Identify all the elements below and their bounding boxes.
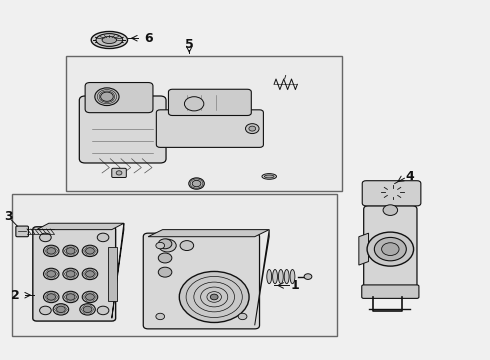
Circle shape <box>40 233 51 242</box>
Text: 4: 4 <box>405 170 414 183</box>
FancyBboxPatch shape <box>364 206 417 293</box>
Ellipse shape <box>265 175 274 178</box>
Text: 5: 5 <box>185 38 194 51</box>
Ellipse shape <box>267 270 271 284</box>
Circle shape <box>179 271 249 323</box>
Ellipse shape <box>262 174 276 179</box>
Circle shape <box>63 245 78 257</box>
Circle shape <box>44 291 59 303</box>
Circle shape <box>238 313 247 320</box>
FancyBboxPatch shape <box>169 89 251 116</box>
Circle shape <box>158 253 172 263</box>
Circle shape <box>47 271 55 277</box>
FancyBboxPatch shape <box>156 110 264 147</box>
Circle shape <box>47 248 55 254</box>
Circle shape <box>382 243 399 256</box>
Ellipse shape <box>102 36 117 44</box>
Circle shape <box>159 239 176 252</box>
Polygon shape <box>37 223 124 230</box>
Circle shape <box>47 294 55 300</box>
Circle shape <box>66 248 75 254</box>
Text: 1: 1 <box>291 279 300 292</box>
Circle shape <box>66 271 75 277</box>
FancyBboxPatch shape <box>112 168 126 177</box>
Bar <box>12 194 337 336</box>
FancyBboxPatch shape <box>33 227 116 321</box>
Circle shape <box>100 92 113 101</box>
Circle shape <box>116 171 122 175</box>
Circle shape <box>63 268 78 280</box>
FancyBboxPatch shape <box>85 82 153 113</box>
Circle shape <box>156 242 165 249</box>
Text: 2: 2 <box>11 289 20 302</box>
Ellipse shape <box>284 270 289 284</box>
Circle shape <box>304 274 312 279</box>
Bar <box>108 247 117 301</box>
Circle shape <box>158 239 172 249</box>
Circle shape <box>156 313 165 320</box>
Circle shape <box>367 232 414 266</box>
Circle shape <box>383 205 397 215</box>
Circle shape <box>210 294 218 300</box>
Circle shape <box>80 304 96 315</box>
Circle shape <box>44 268 59 280</box>
Circle shape <box>82 268 98 280</box>
Circle shape <box>374 238 406 261</box>
Polygon shape <box>359 233 368 265</box>
Ellipse shape <box>278 270 283 284</box>
Ellipse shape <box>272 270 277 284</box>
Circle shape <box>184 97 204 111</box>
Polygon shape <box>112 223 124 318</box>
Circle shape <box>86 248 95 254</box>
Circle shape <box>82 245 98 257</box>
FancyBboxPatch shape <box>362 181 421 206</box>
Ellipse shape <box>290 270 295 284</box>
Circle shape <box>189 178 204 189</box>
FancyBboxPatch shape <box>143 233 260 329</box>
Text: 3: 3 <box>4 210 13 223</box>
Circle shape <box>82 291 98 303</box>
FancyBboxPatch shape <box>16 226 28 237</box>
Circle shape <box>40 306 51 315</box>
Circle shape <box>158 267 172 277</box>
Circle shape <box>95 88 119 105</box>
Circle shape <box>180 240 194 251</box>
Circle shape <box>66 294 75 300</box>
Circle shape <box>83 306 92 312</box>
Polygon shape <box>255 230 269 325</box>
Ellipse shape <box>91 31 127 49</box>
Circle shape <box>86 294 95 300</box>
FancyBboxPatch shape <box>362 285 419 298</box>
Circle shape <box>97 233 109 242</box>
Circle shape <box>97 306 109 315</box>
Bar <box>66 56 342 191</box>
Circle shape <box>192 180 201 187</box>
Circle shape <box>53 304 69 315</box>
Circle shape <box>56 306 65 312</box>
Circle shape <box>245 123 259 134</box>
Circle shape <box>63 291 78 303</box>
Text: 6: 6 <box>144 32 153 45</box>
Ellipse shape <box>96 33 122 46</box>
Circle shape <box>86 271 95 277</box>
Circle shape <box>249 126 256 131</box>
Polygon shape <box>148 230 269 237</box>
Circle shape <box>44 245 59 257</box>
FancyBboxPatch shape <box>79 96 166 163</box>
